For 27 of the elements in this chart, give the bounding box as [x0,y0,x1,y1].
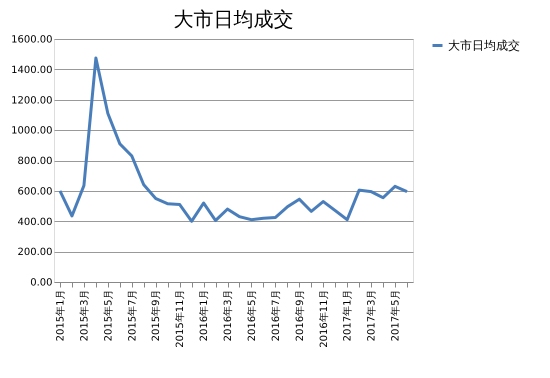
x-tick-label: 2016年9月 [294,290,306,342]
x-tick-label: 2015年11月 [174,290,186,348]
x-tick-label: 2015年7月 [126,290,138,342]
x-tick-label: 2015年5月 [102,290,114,342]
y-tick-label: 1600.00 [11,34,52,46]
x-tick-label: 2017年3月 [366,290,378,342]
x-tick-label: 2015年9月 [150,290,162,342]
y-tick-label: 800.00 [18,156,52,167]
legend-label: 大市日均成交 [448,38,520,52]
x-tick-label: 2016年7月 [270,290,282,342]
y-tick-label: 1000.00 [11,126,52,137]
y-tick-label: 1200.00 [11,95,52,106]
y-tick-label: 200.00 [18,247,52,258]
x-tick-label: 2015年3月 [78,290,90,342]
x-tick-label: 2017年5月 [390,290,402,342]
x-tick-label: 2015年1月 [54,290,66,342]
x-tick-label: 2016年11月 [318,290,330,348]
chart-title: 大市日均成交 [174,7,294,31]
x-tick-label: 2016年1月 [198,290,210,342]
x-tick-label: 2017年1月 [342,290,354,342]
y-tick-label: 600.00 [18,186,52,198]
line-series [58,56,409,223]
y-tick-label: 400.00 [18,216,52,228]
x-tick-label: 2016年3月 [222,290,234,342]
x-tick-label: 2016年5月 [246,290,258,342]
y-tick-label: 1400.00 [11,64,52,76]
y-tick-label: 0.00 [30,278,52,288]
